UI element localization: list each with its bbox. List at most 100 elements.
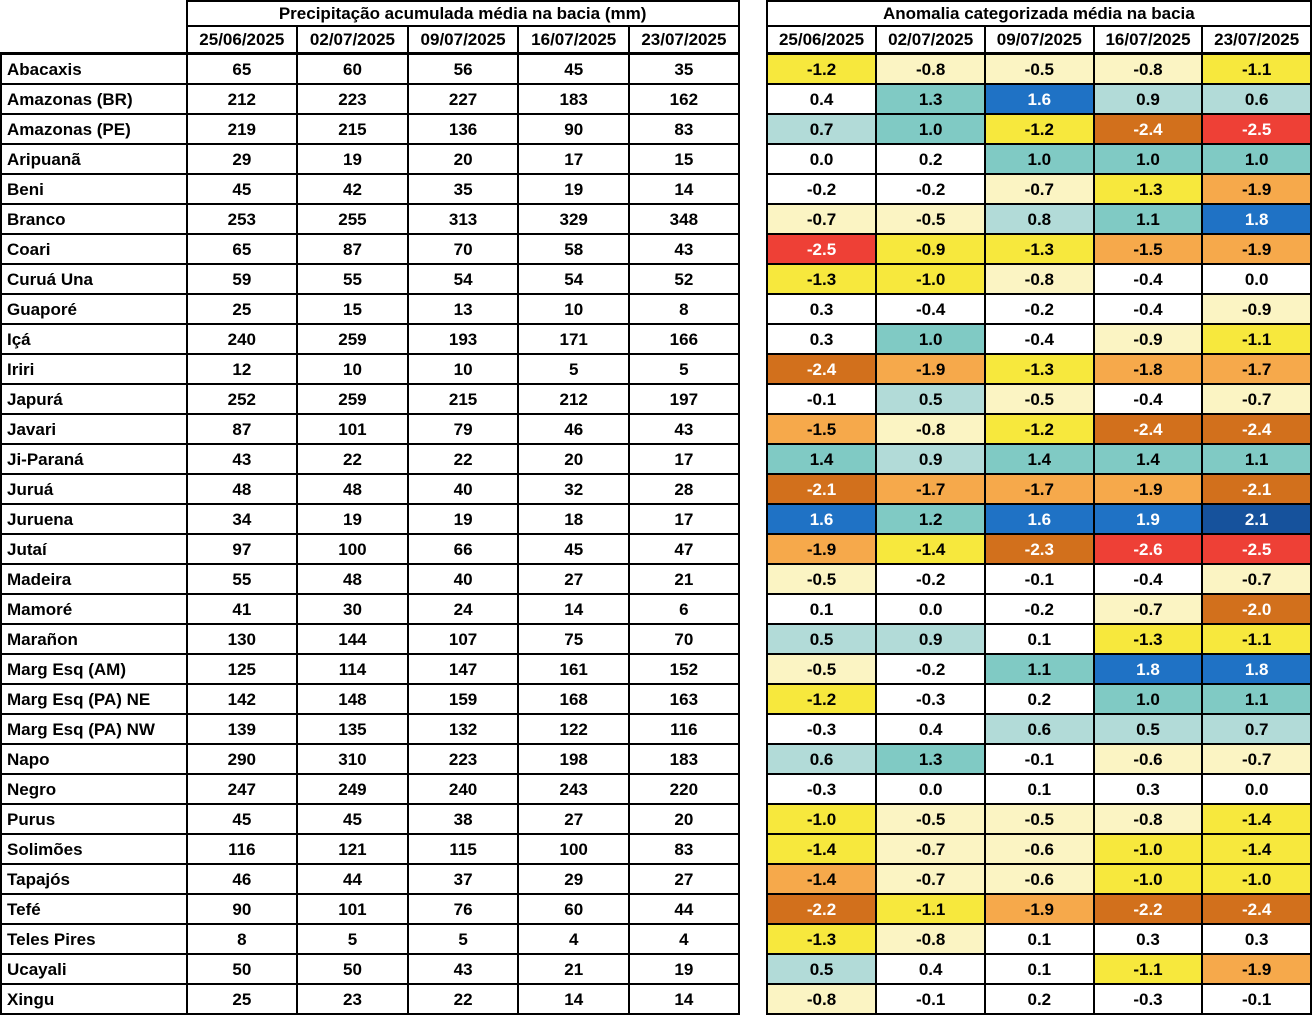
basin-label-cell: Madeira: [0, 563, 188, 595]
table-row: 1.4 0.9 1.4 1.4 1.1: [765, 443, 1312, 475]
anomaly-value-cell: -1.3: [984, 353, 1095, 385]
anomaly-value-cell: -0.6: [984, 863, 1095, 895]
precip-value-cell: 20: [628, 803, 740, 835]
precip-value-cell: 43: [406, 953, 520, 985]
precip-value-cell: 14: [628, 173, 740, 205]
date-header-cell: 23/07/2025: [628, 25, 740, 55]
precip-value-cell: 55: [185, 563, 299, 595]
precipitation-table: Precipitação acumulada média na bacia (m…: [0, 0, 740, 1015]
anomaly-value-cell: -1.1: [1201, 623, 1312, 655]
precip-value-cell: 55: [296, 263, 409, 295]
anomaly-value-cell: -0.1: [984, 563, 1095, 595]
table-row: -2.2 -1.1 -1.9 -2.2 -2.4: [765, 893, 1312, 925]
anomaly-value-cell: 0.0: [1201, 263, 1312, 295]
basin-label-cell: Mamoré: [0, 593, 188, 625]
anomaly-value-cell: 0.6: [1201, 83, 1312, 115]
precip-value-cell: 223: [296, 83, 409, 115]
precip-value-cell: 5: [406, 923, 520, 955]
table-row: -0.1 0.5 -0.5 -0.4 -0.7: [765, 383, 1312, 415]
table-row: Marañon 130 144 107 75 70: [0, 623, 740, 655]
precip-value-cell: 45: [517, 52, 631, 85]
precip-value-cell: 8: [628, 293, 740, 325]
anomaly-value-cell: -0.4: [1092, 293, 1204, 325]
anomaly-value-cell: -2.2: [765, 893, 878, 925]
precip-value-cell: 4: [628, 923, 740, 955]
precip-value-cell: 45: [185, 173, 299, 205]
table-row: -2.1 -1.7 -1.7 -1.9 -2.1: [765, 473, 1312, 505]
anomaly-value-cell: 0.2: [984, 983, 1095, 1015]
anomaly-value-cell: -1.5: [765, 413, 878, 445]
precip-value-cell: 54: [406, 263, 520, 295]
anomaly-value-cell: -1.1: [1201, 323, 1312, 355]
precip-value-cell: 14: [517, 983, 631, 1015]
table-row: 0.1 0.0 -0.2 -0.7 -2.0: [765, 593, 1312, 625]
anomaly-value-cell: 0.2: [875, 143, 986, 175]
precip-value-cell: 101: [296, 893, 409, 925]
anomaly-value-cell: 0.7: [1201, 713, 1312, 745]
table-row: Branco 253 255 313 329 348: [0, 203, 740, 235]
anomaly-value-cell: 1.4: [1092, 443, 1204, 475]
table-row: Içá 240 259 193 171 166: [0, 323, 740, 355]
anomaly-value-cell: -1.4: [875, 533, 986, 565]
anomaly-value-cell: -0.7: [1201, 743, 1312, 775]
precip-value-cell: 87: [185, 413, 299, 445]
precip-value-cell: 215: [406, 383, 520, 415]
anomaly-value-cell: 0.0: [1201, 773, 1312, 805]
anomaly-value-cell: -0.7: [1201, 383, 1312, 415]
anomaly-value-cell: -1.4: [765, 833, 878, 865]
anomaly-value-cell: 1.6: [765, 503, 878, 535]
anomaly-value-cell: -0.2: [984, 593, 1095, 625]
basin-label-cell: Coari: [0, 233, 188, 265]
precipitation-table-title: Precipitação acumulada média na bacia (m…: [185, 0, 740, 27]
precip-value-cell: 90: [517, 113, 631, 145]
anomaly-value-cell: 1.0: [875, 113, 986, 145]
precip-value-cell: 83: [628, 113, 740, 145]
anomaly-value-cell: -0.5: [984, 803, 1095, 835]
table-row: Marg Esq (PA) NE 142 148 159 168 163: [0, 683, 740, 715]
anomaly-value-cell: -1.7: [875, 473, 986, 505]
anomaly-value-cell: -0.1: [984, 743, 1095, 775]
precip-value-cell: 4: [517, 923, 631, 955]
precip-value-cell: 125: [185, 653, 299, 685]
precip-value-cell: 116: [628, 713, 740, 745]
basin-label-cell: Marg Esq (AM): [0, 653, 188, 685]
precip-value-cell: 198: [517, 743, 631, 775]
table-row: Juruena 34 19 19 18 17: [0, 503, 740, 535]
basin-label-cell: Juruá: [0, 473, 188, 505]
precip-value-cell: 152: [628, 653, 740, 685]
table-row: Ji-Paraná 43 22 22 20 17: [0, 443, 740, 475]
anomaly-value-cell: -1.4: [765, 863, 878, 895]
basin-label-cell: Içá: [0, 323, 188, 355]
basin-label-cell: Abacaxis: [0, 52, 188, 85]
anomaly-value-cell: -1.7: [984, 473, 1095, 505]
table-row: Aripuanã 29 19 20 17 15: [0, 143, 740, 175]
precip-value-cell: 43: [185, 443, 299, 475]
precip-value-cell: 35: [406, 173, 520, 205]
anomaly-value-cell: 0.4: [875, 713, 986, 745]
basin-label-cell: Amazonas (BR): [0, 83, 188, 115]
precip-value-cell: 20: [517, 443, 631, 475]
precip-value-cell: 255: [296, 203, 409, 235]
anomaly-value-cell: -1.0: [875, 263, 986, 295]
precip-value-cell: 252: [185, 383, 299, 415]
precipitation-date-header-row: 25/06/2025 02/07/2025 09/07/2025 16/07/2025…: [1, 25, 740, 55]
table-row: Xingu 25 23 22 14 14: [0, 983, 740, 1015]
anomaly-table-body: -1.2 -0.8 -0.5 -0.8 -1.1 0.4 1.3 1.6 0.9 0.6 0.7 1.…: [765, 52, 1312, 1015]
anomaly-value-cell: -1.2: [984, 413, 1095, 445]
precip-value-cell: 43: [628, 413, 740, 445]
table-row: -0.5 -0.2 -0.1 -0.4 -0.7: [765, 563, 1312, 595]
precip-value-cell: 240: [185, 323, 299, 355]
anomaly-value-cell: 0.6: [984, 713, 1095, 745]
anomaly-value-cell: -1.2: [984, 113, 1095, 145]
table-row: -0.5 -0.2 1.1 1.8 1.8: [765, 653, 1312, 685]
table-row: 0.4 1.3 1.6 0.9 0.6: [765, 83, 1312, 115]
anomaly-value-cell: -2.5: [1201, 533, 1312, 565]
anomaly-value-cell: -2.1: [1201, 473, 1312, 505]
anomaly-value-cell: -1.9: [1201, 233, 1312, 265]
table-row: Negro 247 249 240 243 220: [0, 773, 740, 805]
anomaly-value-cell: 0.3: [765, 293, 878, 325]
table-row: Ucayali 50 50 43 21 19: [0, 953, 740, 985]
precip-value-cell: 17: [628, 443, 740, 475]
precip-value-cell: 52: [628, 263, 740, 295]
table-row: 0.5 0.9 0.1 -1.3 -1.1: [765, 623, 1312, 655]
